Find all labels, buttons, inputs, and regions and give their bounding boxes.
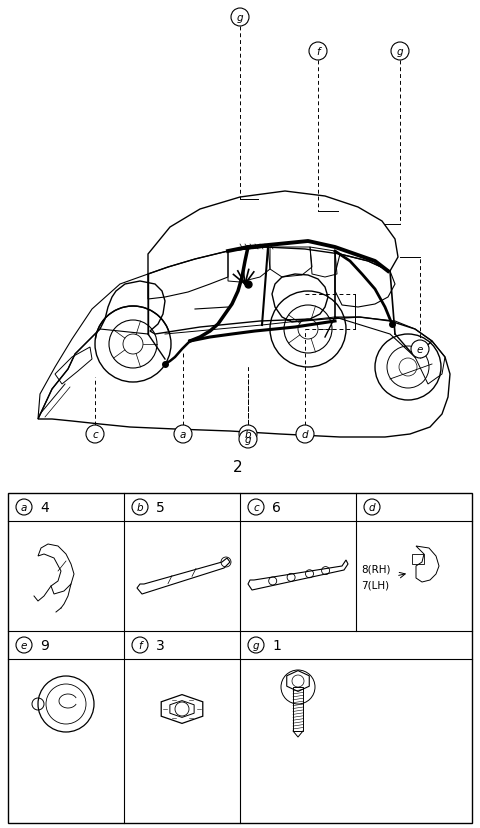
Text: d: d bbox=[369, 503, 375, 513]
Bar bbox=[8, 493, 472, 823]
Bar bbox=[293, 687, 303, 731]
Circle shape bbox=[296, 426, 314, 444]
Circle shape bbox=[248, 499, 264, 515]
Circle shape bbox=[411, 340, 429, 359]
Text: 8(RH): 8(RH) bbox=[361, 563, 391, 573]
Text: 9: 9 bbox=[40, 638, 49, 652]
Circle shape bbox=[16, 638, 32, 653]
Circle shape bbox=[239, 426, 257, 444]
Text: b: b bbox=[245, 430, 252, 440]
Text: a: a bbox=[180, 430, 186, 440]
Text: b: b bbox=[137, 503, 144, 513]
Text: f: f bbox=[316, 47, 320, 57]
Text: 1: 1 bbox=[272, 638, 281, 652]
Text: 4: 4 bbox=[40, 500, 49, 514]
Text: c: c bbox=[92, 430, 98, 440]
Circle shape bbox=[16, 499, 32, 515]
Circle shape bbox=[132, 638, 148, 653]
Text: g: g bbox=[245, 435, 252, 445]
Circle shape bbox=[309, 43, 327, 61]
Text: f: f bbox=[138, 640, 142, 650]
Text: d: d bbox=[302, 430, 308, 440]
Text: e: e bbox=[21, 640, 27, 650]
Circle shape bbox=[391, 43, 409, 61]
Circle shape bbox=[239, 431, 257, 449]
Circle shape bbox=[231, 9, 249, 27]
Text: c: c bbox=[253, 503, 259, 513]
Text: 5: 5 bbox=[156, 500, 165, 514]
Text: 6: 6 bbox=[272, 500, 281, 514]
Text: 2: 2 bbox=[233, 460, 243, 475]
Text: a: a bbox=[21, 503, 27, 513]
Text: 7(LH): 7(LH) bbox=[361, 580, 389, 590]
Text: 3: 3 bbox=[156, 638, 165, 652]
Text: g: g bbox=[252, 640, 259, 650]
Text: g: g bbox=[237, 13, 243, 23]
Circle shape bbox=[86, 426, 104, 444]
Circle shape bbox=[132, 499, 148, 515]
Text: g: g bbox=[396, 47, 403, 57]
Text: e: e bbox=[417, 344, 423, 354]
Circle shape bbox=[174, 426, 192, 444]
Circle shape bbox=[248, 638, 264, 653]
Circle shape bbox=[364, 499, 380, 515]
